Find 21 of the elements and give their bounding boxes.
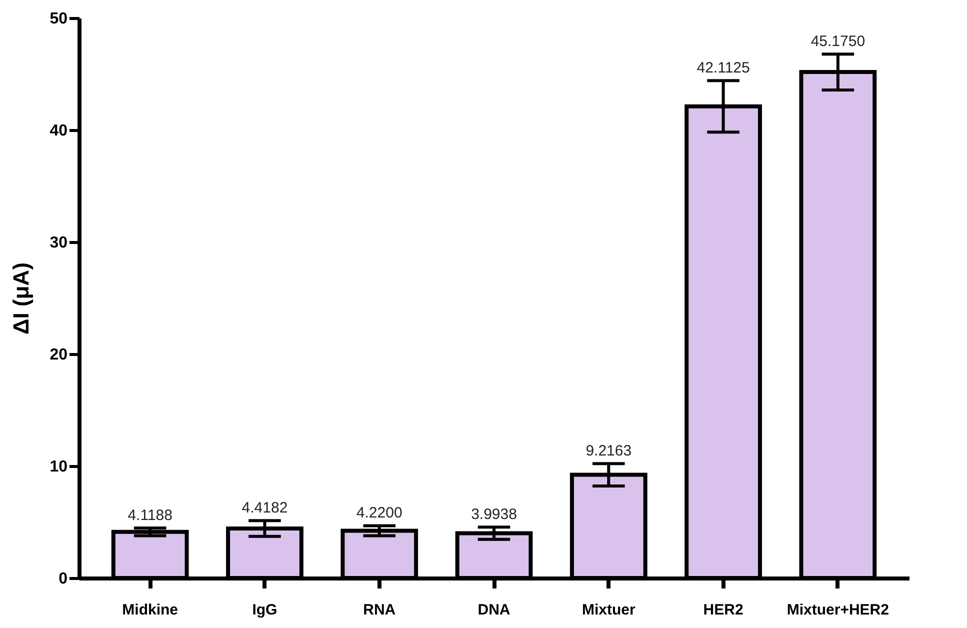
x-tick-label: IgG [252, 602, 278, 618]
x-tick-label: DNA [478, 602, 510, 618]
x-tick-label: Mixtuer [582, 602, 636, 618]
data-label: 4.2200 [356, 504, 402, 522]
y-tick-label: 50 [50, 10, 68, 28]
y-tick-label: 20 [50, 346, 68, 364]
x-tick-label: Midkine [122, 602, 178, 618]
x-tick-label: RNA [363, 602, 396, 618]
x-tick-label: HER2 [703, 602, 744, 618]
y-tick-label: 30 [50, 234, 68, 252]
x-tick-label: Mixtuer+HER2 [786, 602, 889, 618]
data-label: 45.1750 [810, 33, 866, 50]
y-tick-label: 0 [58, 570, 68, 588]
y-axis-title: ΔI (μA) [8, 262, 34, 335]
data-label: 4.1188 [128, 506, 172, 524]
y-tick-label: 10 [50, 458, 68, 476]
data-label: 4.4182 [242, 500, 288, 517]
data-label: 3.9938 [471, 506, 517, 524]
data-label: 42.1125 [696, 60, 750, 77]
data-label: 9.2163 [586, 442, 632, 460]
y-tick-label: 40 [50, 122, 68, 140]
